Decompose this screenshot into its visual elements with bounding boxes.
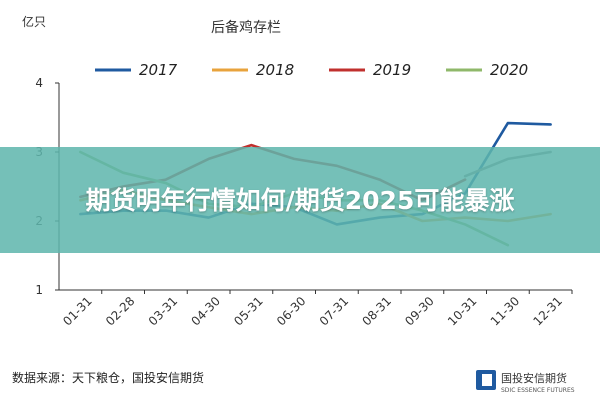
y-tick-label: 1 bbox=[35, 283, 43, 297]
x-tick-label: 09-30 bbox=[402, 294, 437, 329]
headline-text: 期货明年行情如何/期货2025可能暴涨 bbox=[85, 185, 515, 215]
legend-label-2017: 2017 bbox=[139, 61, 178, 79]
logo-name: 国投安信期货 bbox=[501, 371, 567, 385]
logo-mark-inner bbox=[482, 374, 492, 386]
x-tick-label: 10-31 bbox=[445, 294, 480, 329]
x-tick-label: 01-31 bbox=[60, 294, 95, 329]
legend-label-2020: 2020 bbox=[490, 61, 528, 79]
x-tick-label: 04-30 bbox=[189, 294, 224, 329]
x-tick-label: 11-30 bbox=[488, 294, 523, 329]
x-ticks: 01-31 02-28 03-31 04-30 05-31 06-30 07-31 08-31… bbox=[60, 290, 573, 329]
legend: 2017 2018 2019 2020 bbox=[95, 61, 528, 79]
chart-title: 后备鸡存栏 bbox=[211, 19, 281, 36]
logo-sub: SDIC ESSENCE FUTURES bbox=[501, 387, 575, 394]
brand-logo: 国投安信期货 SDIC ESSENCE FUTURES bbox=[476, 370, 575, 394]
x-tick-label: 07-31 bbox=[317, 294, 352, 329]
legend-label-2019: 2019 bbox=[373, 61, 411, 79]
y-tick-label: 4 bbox=[35, 76, 43, 90]
x-tick-label: 08-31 bbox=[360, 294, 395, 329]
x-tick-label: 12-31 bbox=[531, 294, 566, 329]
x-tick-label: 02-28 bbox=[103, 294, 138, 329]
x-tick-label: 03-31 bbox=[146, 294, 181, 329]
x-tick-label: 06-30 bbox=[274, 294, 309, 329]
headline-banner: 期货明年行情如何/期货2025可能暴涨 bbox=[0, 147, 600, 253]
source-note: 数据来源：天下粮仓，国投安信期货 bbox=[12, 370, 204, 385]
y-unit-label: 亿只 bbox=[22, 14, 46, 29]
legend-label-2018: 2018 bbox=[256, 61, 294, 79]
x-tick-label: 05-31 bbox=[231, 294, 266, 329]
